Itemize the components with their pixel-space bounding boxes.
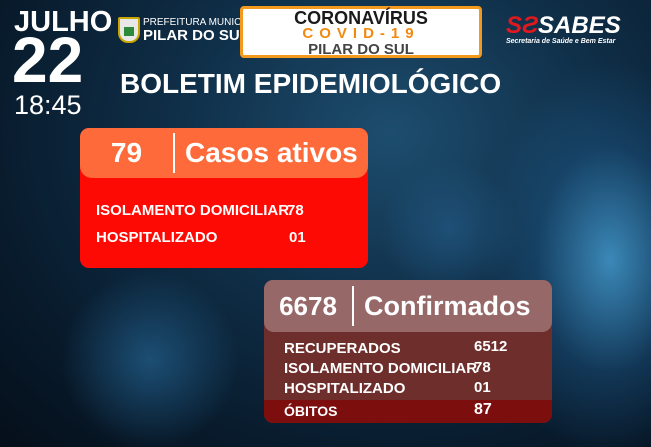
confirmed-row-value: 01	[474, 379, 491, 396]
confirmed-count: 6678	[279, 290, 337, 321]
crest-icon	[118, 17, 140, 43]
confirmed-row-value: 78	[474, 359, 491, 376]
confirmed-label: Confirmados	[364, 290, 531, 321]
divider	[173, 133, 175, 173]
active-label: Casos ativos	[185, 137, 358, 168]
virus-illustration	[380, 160, 520, 300]
active-count: 79	[110, 137, 143, 168]
date-day: 22	[12, 24, 84, 96]
sabes-logo-text: SABES	[538, 12, 621, 39]
obitos-label: ÓBITOS	[284, 403, 338, 419]
prefeitura-logo: PREFEITURA MUNICIPAL PILAR DO SUL	[118, 17, 262, 43]
active-row-value: 01	[289, 229, 306, 246]
covid-line1: CORONAVÍRUS	[294, 8, 428, 28]
confirmed-row-label: RECUPERADOS	[284, 340, 401, 357]
confirmed-row-label: ISOLAMENTO DOMICILIAR	[284, 360, 478, 377]
virus-illustration	[60, 270, 240, 447]
sabes-logo: SƧSABES Secretaria de Saúde e Bem Estar	[506, 14, 621, 46]
sabes-subtitle: Secretaria de Saúde e Bem Estar	[506, 38, 616, 45]
heart-icon: SƧ	[506, 12, 539, 39]
confirmed-row-value: 6512	[474, 338, 508, 355]
covid-header-box: CORONAVÍRUS COVID-19 PILAR DO SUL	[240, 6, 482, 58]
time: 18:45	[14, 90, 82, 120]
covid-line3: PILAR DO SUL	[308, 41, 414, 58]
confirmed-row-label: HOSPITALIZADO	[284, 380, 406, 397]
prefeitura-line1: PREFEITURA MUNICIPAL	[143, 16, 263, 28]
active-row-value: 78	[287, 202, 304, 219]
date-month: JULHO	[14, 6, 113, 38]
covid-line2: COVID-19	[302, 25, 420, 42]
active-row-label: ISOLAMENTO DOMICILIAR	[96, 202, 290, 219]
obitos-value: 87	[474, 401, 492, 418]
prefeitura-line2: PILAR DO SUL	[143, 26, 249, 44]
page-title: BOLETIM EPIDEMIOLÓGICO	[120, 68, 502, 99]
confirmed-card: 6678 Confirmados RECUPERADOS 6512 ISOLAM…	[264, 280, 552, 423]
active-row-label: HOSPITALIZADO	[96, 229, 218, 246]
active-cases-card: 79 Casos ativos ISOLAMENTO DOMICILIAR 78…	[80, 128, 368, 268]
obitos-row: ÓBITOS 87	[264, 400, 552, 423]
divider	[352, 286, 354, 326]
